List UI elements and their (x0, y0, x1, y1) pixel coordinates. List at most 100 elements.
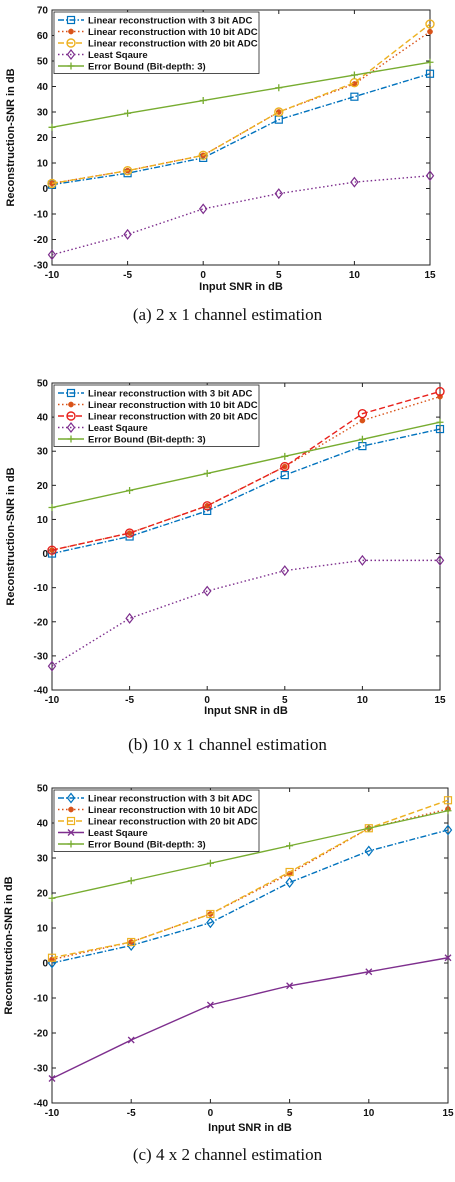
data-point (47, 660, 57, 672)
legend-entry: Linear reconstruction with 10 bit ADC (88, 805, 258, 816)
data-point (436, 418, 444, 426)
data-point (204, 502, 211, 509)
series-3 (48, 954, 452, 1082)
data-point (358, 554, 367, 566)
x-tick-label: 10 (357, 695, 369, 706)
x-axis-label: Input SNR in dB (208, 1122, 292, 1134)
data-point (280, 470, 289, 480)
legend-entry: Linear reconstruction with 3 bit ADC (88, 15, 252, 26)
data-point (281, 452, 289, 460)
legend-entry: Linear reconstruction with 20 bit ADC (88, 38, 258, 49)
y-tick-label: 40 (37, 819, 49, 830)
legend-entry: Linear reconstruction with 3 bit ADC (88, 388, 252, 399)
legend-marker (68, 28, 74, 35)
y-axis-label: Reconstruction-SNR in dB (5, 68, 17, 206)
y-tick-label: 40 (37, 82, 49, 93)
series-3 (47, 170, 435, 261)
legend-entry: Least Sqaure (88, 423, 148, 434)
data-point (127, 877, 135, 885)
x-tick-label: -5 (123, 270, 132, 281)
series-line (51, 799, 449, 959)
data-point (202, 501, 212, 511)
data-point (358, 435, 366, 443)
data-point (443, 824, 453, 836)
data-point (286, 842, 294, 850)
data-point (435, 554, 445, 566)
y-tick-label: 20 (37, 133, 49, 144)
legend-marker (66, 422, 76, 433)
legend-marker (67, 829, 75, 836)
data-point (47, 249, 57, 261)
y-tick-label: 10 (37, 159, 49, 170)
y-tick-label: 70 (37, 6, 49, 17)
data-point (444, 954, 452, 962)
data-point (198, 150, 208, 161)
x-tick-label: 15 (434, 695, 446, 706)
data-point (275, 84, 283, 92)
series-line (51, 559, 440, 667)
x-tick-label: 10 (349, 270, 361, 281)
x-tick-label: 15 (424, 270, 436, 281)
y-tick-label: 30 (37, 854, 49, 865)
series-line (51, 175, 431, 256)
data-point (364, 845, 374, 857)
figure-a: -10 -5 0 5 10 15 -30 -20 -10 0 10 20 30 40 50 60 70 Input… (0, 0, 455, 335)
x-tick-label: 10 (363, 1108, 375, 1119)
y-tick-label: 60 (37, 31, 49, 42)
caption-c: (c) 4 x 2 channel estimation (132, 1145, 323, 1164)
chart-b: -10 -5 0 5 10 15 -40 -30 -20 -10 0 10 20 30 40 50 Input … (5, 379, 446, 718)
data-point (365, 968, 373, 976)
data-point (349, 77, 360, 88)
series-4 (48, 418, 444, 512)
series-line (51, 428, 441, 555)
legend-entry: Error Bound (Bit-depth: 3) (88, 61, 206, 72)
x-tick-label: 0 (200, 270, 206, 281)
data-point (280, 461, 290, 472)
data-point (280, 565, 290, 577)
y-axis-label: Reconstruction-SNR in dB (3, 876, 15, 1014)
legend-entry: Linear reconstruction with 10 bit ADC (88, 400, 258, 411)
data-point (123, 228, 132, 240)
y-tick-label: 40 (37, 413, 49, 424)
legend-marker (66, 792, 76, 804)
caption-a: (a) 2 x 1 channel estimation (132, 305, 323, 324)
data-point (127, 937, 136, 947)
data-point (125, 612, 134, 624)
y-tick-label: -30 (34, 1064, 49, 1075)
y-tick-label: -10 (34, 210, 49, 221)
series-line (51, 390, 441, 551)
data-point (286, 982, 294, 990)
legend-entry: Linear reconstruction with 20 bit ADC (88, 816, 258, 827)
data-point (274, 107, 284, 117)
x-tick-label: 0 (208, 1108, 214, 1119)
y-tick-label: 30 (37, 108, 49, 119)
legend-entry: Error Bound (Bit-depth: 3) (88, 839, 206, 850)
data-point (359, 417, 366, 424)
x-tick-label: 15 (442, 1108, 454, 1119)
series-line (51, 395, 441, 551)
y-tick-label: -20 (34, 617, 49, 628)
legend-marker (66, 38, 76, 48)
data-point (124, 109, 132, 117)
x-tick-label: 0 (204, 695, 210, 706)
legend-marker (66, 816, 76, 826)
x-tick-label: -10 (45, 695, 60, 706)
data-point (206, 1001, 214, 1009)
data-point (202, 585, 212, 597)
series-3 (47, 554, 445, 672)
series-line (51, 957, 449, 1080)
data-point (122, 165, 133, 176)
y-tick-label: -10 (34, 994, 49, 1005)
legend-marker (67, 435, 75, 443)
data-point (126, 940, 136, 951)
data-point (48, 1075, 56, 1082)
data-point (365, 824, 373, 832)
y-tick-label: -10 (34, 583, 49, 594)
data-point (350, 92, 359, 101)
data-point (48, 894, 56, 902)
legend-box (53, 789, 260, 852)
series-4 (48, 58, 434, 131)
legend-box (53, 11, 260, 74)
data-point (48, 123, 56, 131)
data-point (285, 867, 294, 877)
